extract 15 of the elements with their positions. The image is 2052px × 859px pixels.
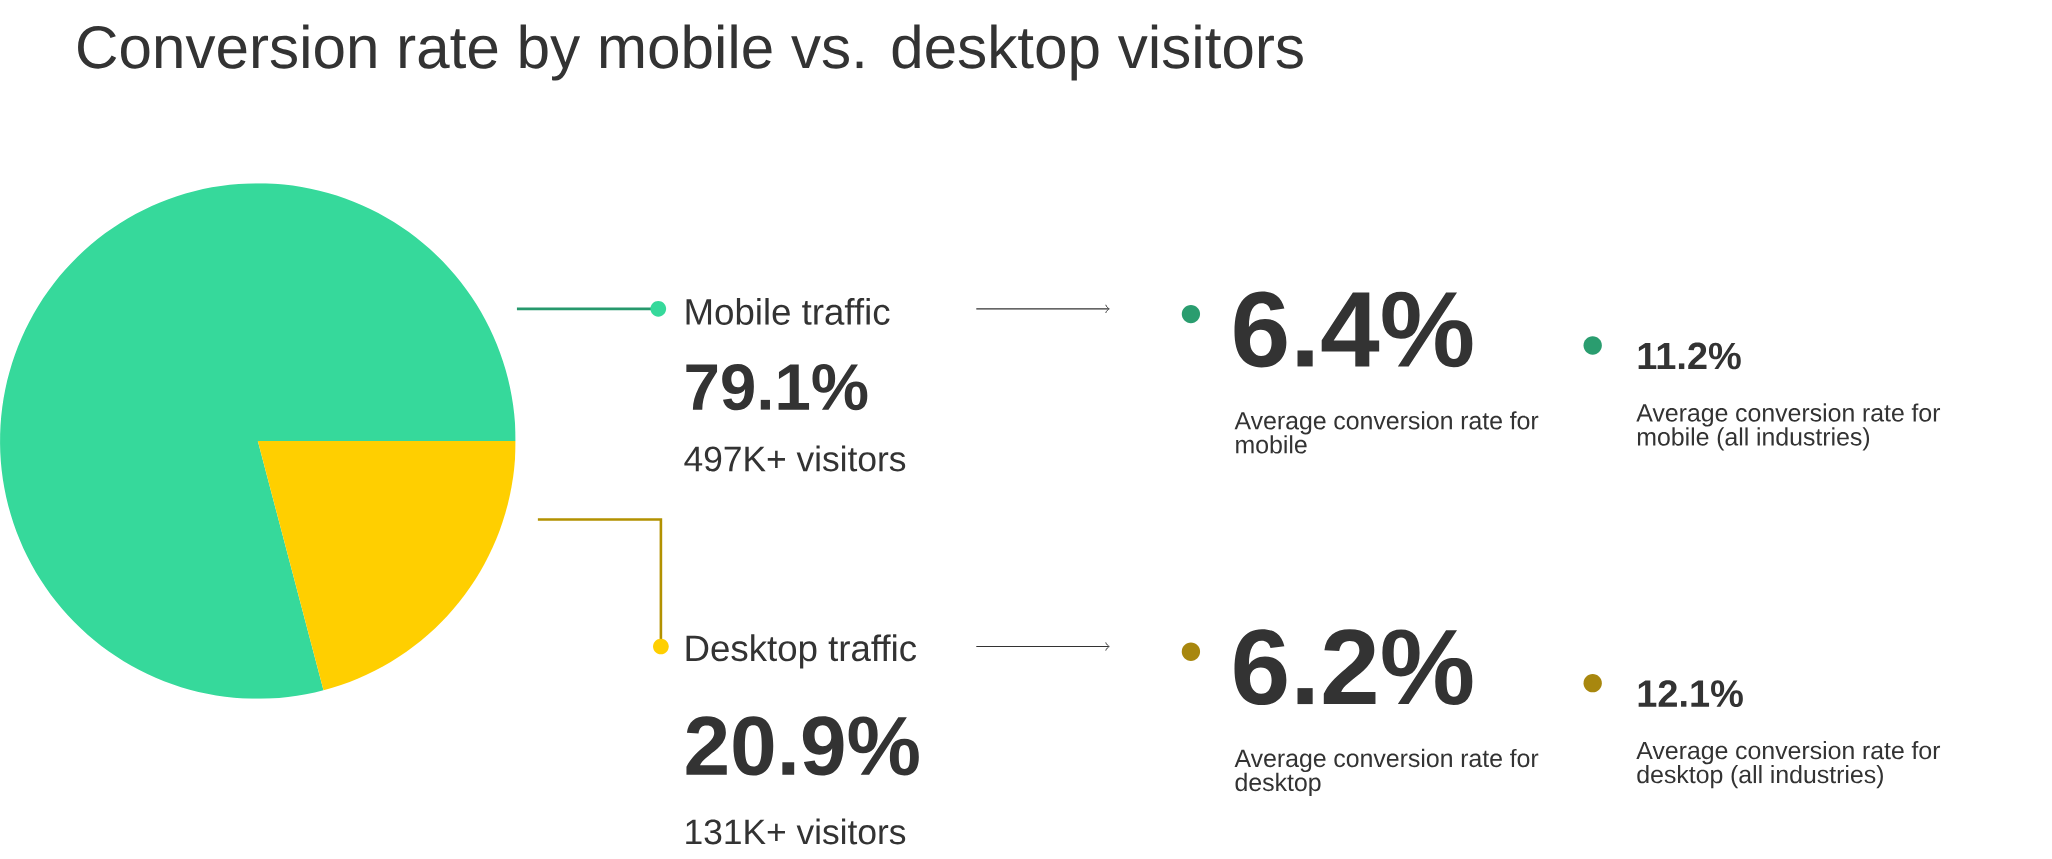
- text: Average conversion rate for mobile (all industries): [1636, 403, 1941, 451]
- text: 12.1%: [1638, 680, 1743, 708]
- legend-label: Mobile traffic: [686, 298, 890, 326]
- chart-title: Conversion rate by mobile vs. desktop visitors: [78, 24, 1303, 81]
- text: 131K+ visitors: [686, 818, 906, 845]
- text: 6.4%: [1234, 291, 1473, 368]
- text: Average conversion rate for desktop (all industries): [1636, 741, 1941, 789]
- text: Average conversion rate for desktop: [1234, 749, 1539, 797]
- text: 6.2%: [1234, 629, 1473, 706]
- data-label: 20.9%: [686, 716, 919, 776]
- data-label: 79.1%: [686, 364, 868, 411]
- text: 497K+ visitors: [684, 445, 906, 472]
- legend-label: Desktop traffic: [686, 634, 917, 669]
- text: 11.2%: [1638, 342, 1741, 370]
- text: Average conversion rate for mobile: [1234, 411, 1539, 454]
